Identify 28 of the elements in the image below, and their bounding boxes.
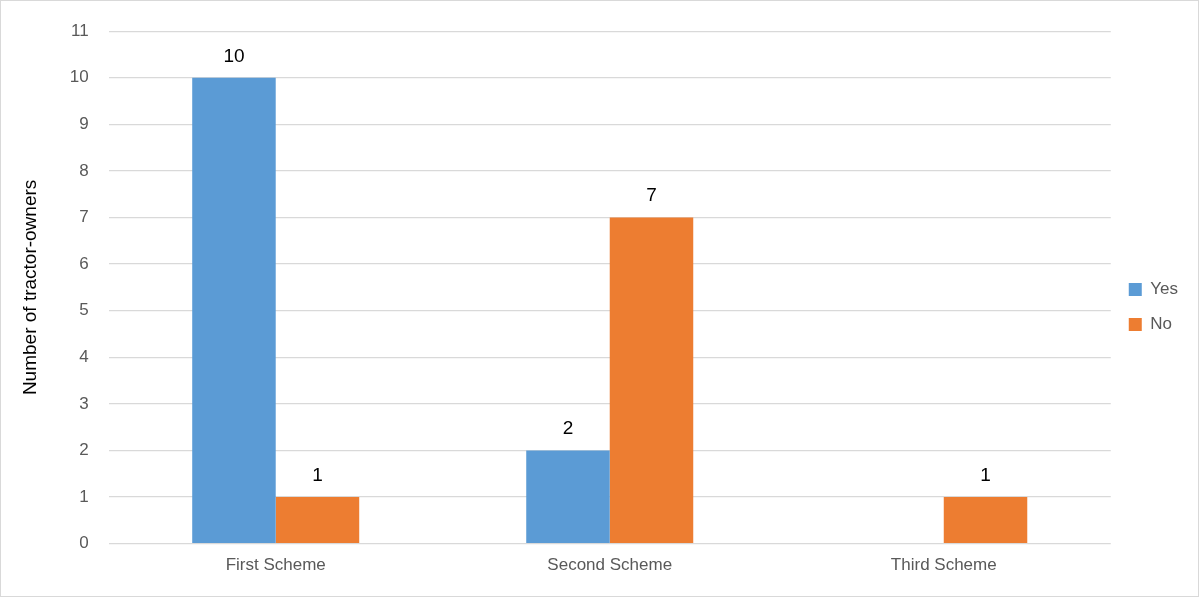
- y-tick-label: 7: [79, 207, 89, 227]
- legend-label: Yes: [1150, 279, 1178, 299]
- y-tick-label: 10: [69, 67, 89, 87]
- y-axis-title: Number of tractor-owners: [18, 179, 40, 396]
- data-label: 2: [562, 417, 574, 439]
- x-tick-label: Second Scheme: [547, 555, 673, 575]
- x-tick-label: Third Scheme: [890, 555, 997, 575]
- y-tick-label: 1: [79, 486, 89, 506]
- bar: [943, 497, 1028, 543]
- bar: [192, 77, 276, 543]
- y-tick-label: 9: [79, 114, 89, 134]
- bar: [275, 497, 360, 543]
- y-tick-label: 4: [79, 346, 89, 366]
- data-label: 10: [223, 44, 245, 66]
- bar: [609, 217, 694, 543]
- y-tick-label: 5: [79, 300, 89, 320]
- y-tick-label: 2: [79, 440, 89, 460]
- data-label: 1: [980, 463, 991, 485]
- legend-label: No: [1150, 314, 1172, 334]
- y-tick-label: 0: [79, 533, 89, 553]
- data-label: 7: [646, 184, 657, 206]
- y-tick-label: 11: [71, 20, 89, 40]
- x-tick-label: First Scheme: [225, 555, 326, 575]
- y-tick-label: 6: [79, 253, 89, 273]
- bar: [526, 450, 610, 543]
- y-tick-label: 3: [79, 393, 89, 413]
- data-label: 1: [312, 463, 323, 485]
- y-tick-label: 8: [79, 160, 89, 180]
